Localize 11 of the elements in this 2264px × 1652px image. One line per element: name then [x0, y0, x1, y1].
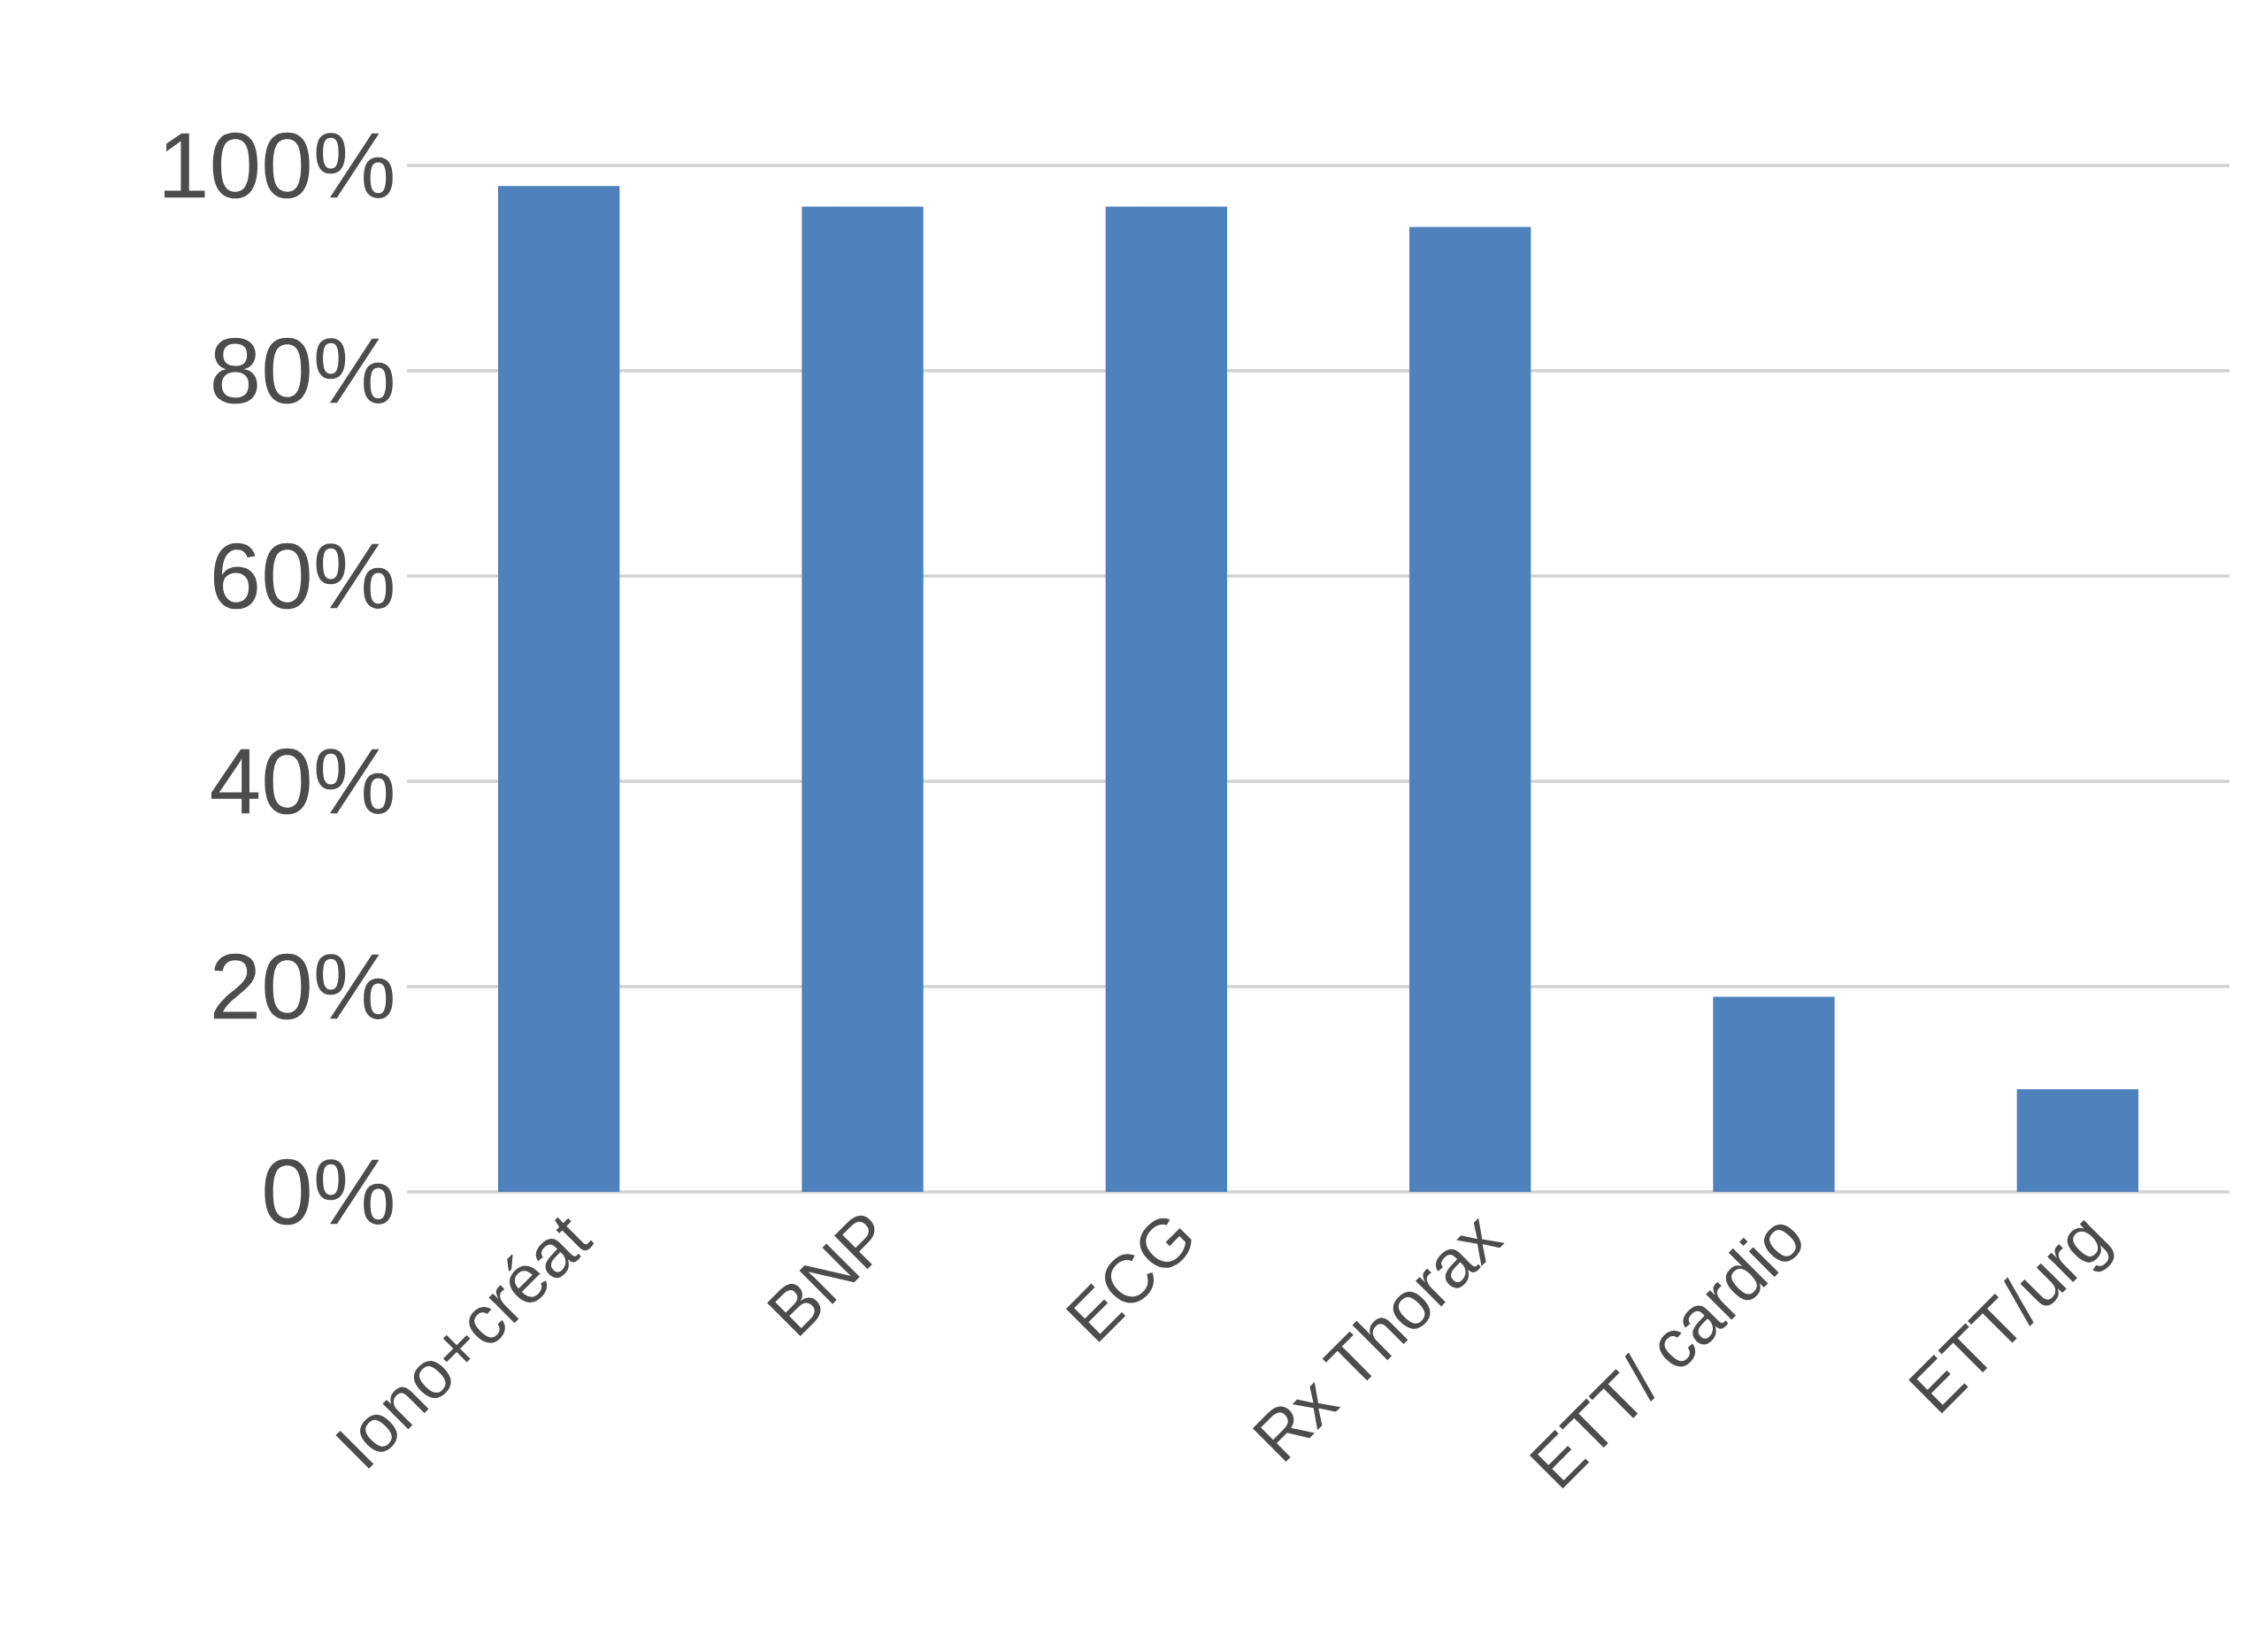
y-tick-label: 40% [211, 748, 393, 815]
bar [802, 206, 924, 1192]
bar [1105, 206, 1227, 1192]
y-tick-label: 80% [213, 337, 393, 404]
bar [2016, 1088, 2138, 1192]
y-tick-label: 20% [213, 953, 393, 1020]
bar [1408, 227, 1531, 1192]
bar [498, 186, 620, 1192]
bar [1713, 996, 1835, 1192]
y-tick-label: 60% [213, 542, 393, 610]
y-tick-label: 100% [164, 132, 393, 199]
